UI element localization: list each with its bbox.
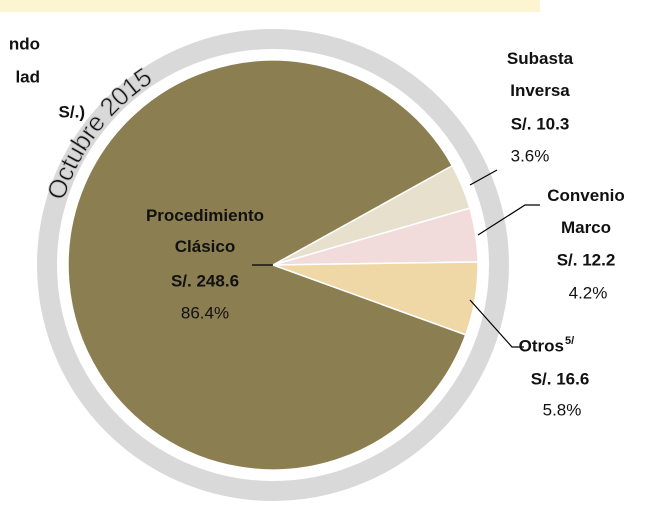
value-label: S/. 10.3	[511, 114, 570, 133]
value-label: S/. 16.6	[531, 369, 590, 388]
slice-name-line: Inversa	[510, 81, 570, 100]
slice-name: Procedimiento Clásico	[146, 206, 264, 256]
percent-label: 4.2%	[569, 283, 608, 302]
slice-name-line: Clásico	[175, 237, 235, 256]
percent-label: 3.6%	[511, 146, 550, 165]
ring	[37, 29, 509, 501]
title-fragment: ndo	[9, 34, 40, 53]
leader-line	[477, 204, 540, 236]
slice-name-line: Subasta	[507, 49, 574, 68]
percent-label: 5.8%	[543, 400, 582, 419]
slice-name-line: Procedimiento	[146, 206, 264, 225]
leader-line	[469, 299, 524, 348]
slice-name: Subasta Inversa	[507, 49, 574, 100]
percent-label: 86.4%	[181, 303, 229, 322]
header-strip	[0, 0, 540, 12]
slice-name-line: Marco	[561, 218, 611, 237]
title-fragment: S/.)	[59, 102, 85, 121]
slice-name-line: Convenio	[547, 186, 624, 205]
title-fragment: lad	[15, 67, 40, 86]
slice-name: Otros	[519, 336, 564, 355]
value-label: S/. 12.2	[557, 250, 616, 269]
value-label: S/. 248.6	[171, 271, 239, 290]
slice-note: 5/	[565, 335, 574, 347]
leader-line	[469, 169, 498, 186]
slice-name: Convenio Marco	[547, 186, 624, 237]
